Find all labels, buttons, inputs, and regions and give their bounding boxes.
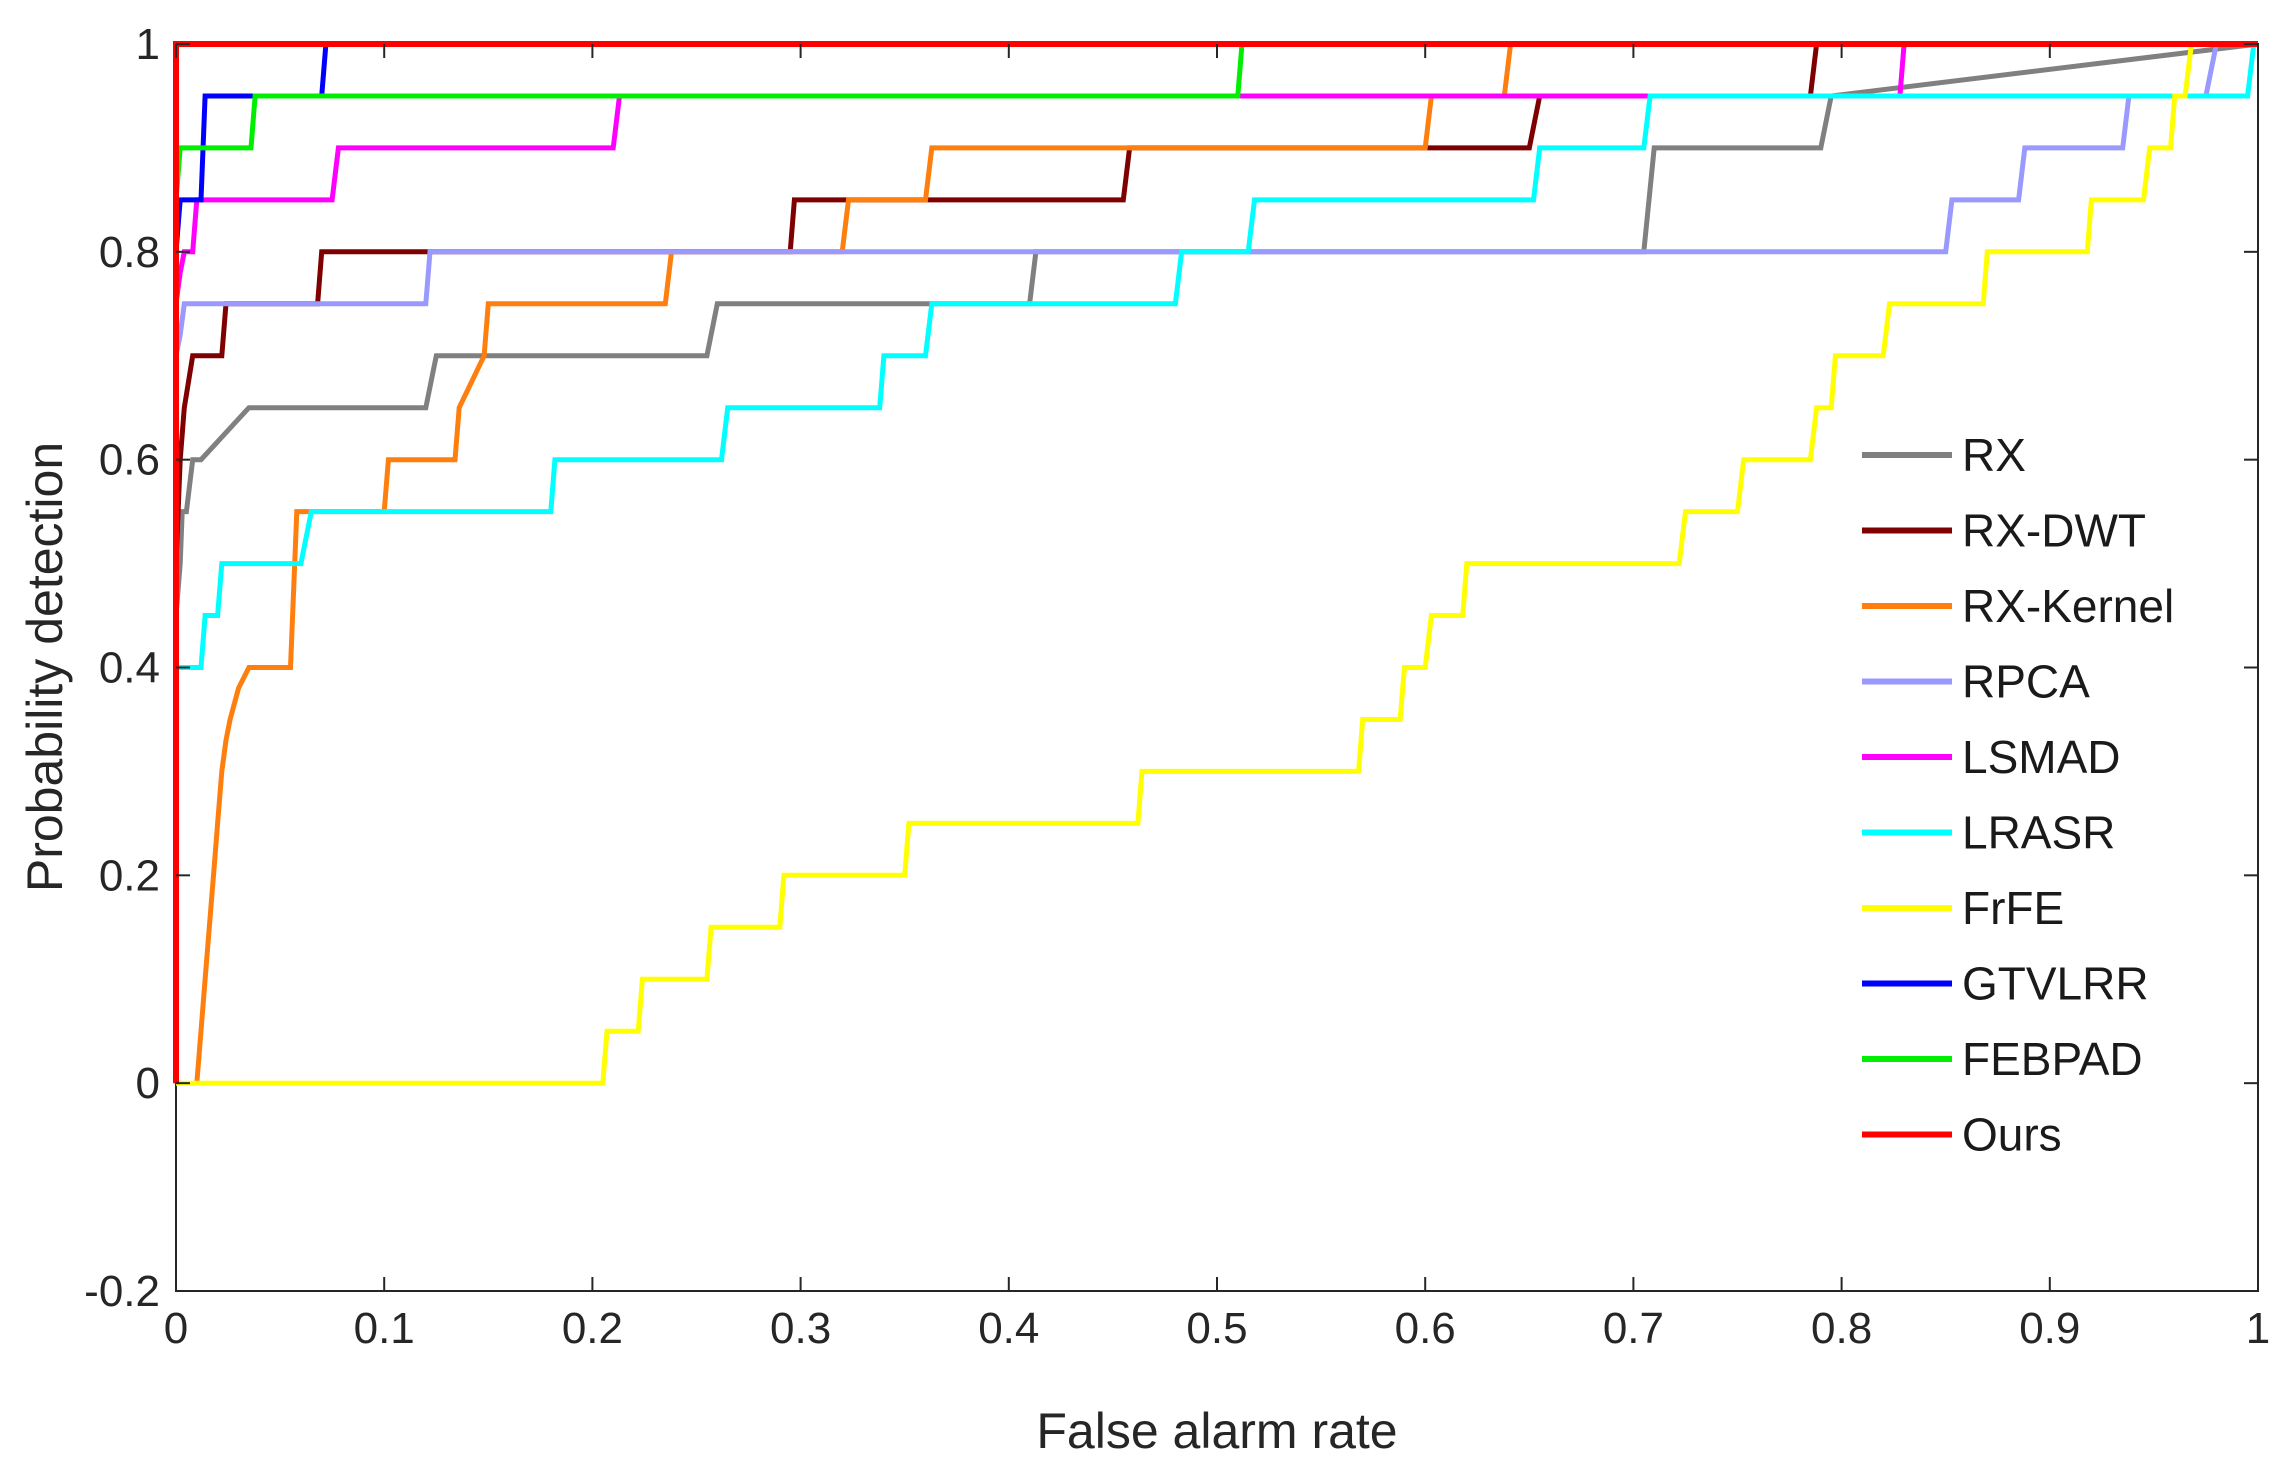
legend-label-rx-dwt: RX-DWT bbox=[1962, 505, 2146, 557]
series-line-rx bbox=[173, 41, 2259, 616]
legend-label-rx-kernel: RX-Kernel bbox=[1962, 580, 2174, 632]
legend-label-rx: RX bbox=[1962, 429, 2026, 481]
tick-layer: 0 0.1 0.2 0.3 0.4 0.5 0.6 0.7 0.8 0.9 1-0.200.20.4… bbox=[84, 20, 2270, 1353]
legend: RX RX-DWT RX-Kernel RPCA LSMAD LRASR FrFE GTVLR… bbox=[1840, 405, 2200, 1175]
y-tick-label: 0 bbox=[136, 1059, 160, 1108]
x-tick-label: 0.3 bbox=[770, 1304, 831, 1353]
x-tick-label: 0 bbox=[164, 1304, 188, 1353]
legend-label-febpad: FEBPAD bbox=[1962, 1033, 2143, 1085]
series-line-rx-kernel bbox=[194, 41, 2258, 1084]
series-line-lsmad bbox=[173, 41, 2258, 305]
x-tick-label: 1 bbox=[2246, 1304, 2270, 1353]
x-axis-label: False alarm rate bbox=[1036, 1403, 1397, 1459]
legend-label-rpca: RPCA bbox=[1962, 656, 2090, 708]
series-line-lrasr bbox=[176, 41, 2258, 670]
x-tick-label: 0.6 bbox=[1395, 1304, 1456, 1353]
x-tick-label: 0.8 bbox=[1811, 1304, 1872, 1353]
series-line-febpad bbox=[173, 41, 2258, 201]
x-tick-label: 0.5 bbox=[1186, 1304, 1247, 1353]
legend-label-lrasr: LRASR bbox=[1962, 807, 2115, 859]
x-tick-label: 0.9 bbox=[2019, 1304, 2080, 1353]
x-tick-label: 0.1 bbox=[354, 1304, 415, 1353]
y-tick-label: 0.4 bbox=[99, 644, 160, 693]
y-axis-label: Probability detection bbox=[17, 442, 73, 892]
x-tick-label: 0.2 bbox=[562, 1304, 623, 1353]
legend-label-ours: Ours bbox=[1962, 1109, 2062, 1161]
series-line-frfe bbox=[176, 41, 2258, 1086]
x-tick-label: 0.4 bbox=[978, 1304, 1039, 1353]
x-tick-label: 0.7 bbox=[1603, 1304, 1664, 1353]
legend-label-lsmad: LSMAD bbox=[1962, 731, 2120, 783]
legend-label-gtvlrr: GTVLRR bbox=[1962, 958, 2149, 1010]
y-tick-label: -0.2 bbox=[84, 1267, 160, 1316]
y-tick-label: 0.2 bbox=[99, 851, 160, 900]
y-tick-label: 0.8 bbox=[99, 228, 160, 277]
y-tick-label: 0.6 bbox=[99, 436, 160, 485]
y-tick-label: 1 bbox=[136, 20, 160, 69]
legend-label-frfe: FrFE bbox=[1962, 882, 2064, 934]
series-line-rpca bbox=[173, 41, 2258, 357]
